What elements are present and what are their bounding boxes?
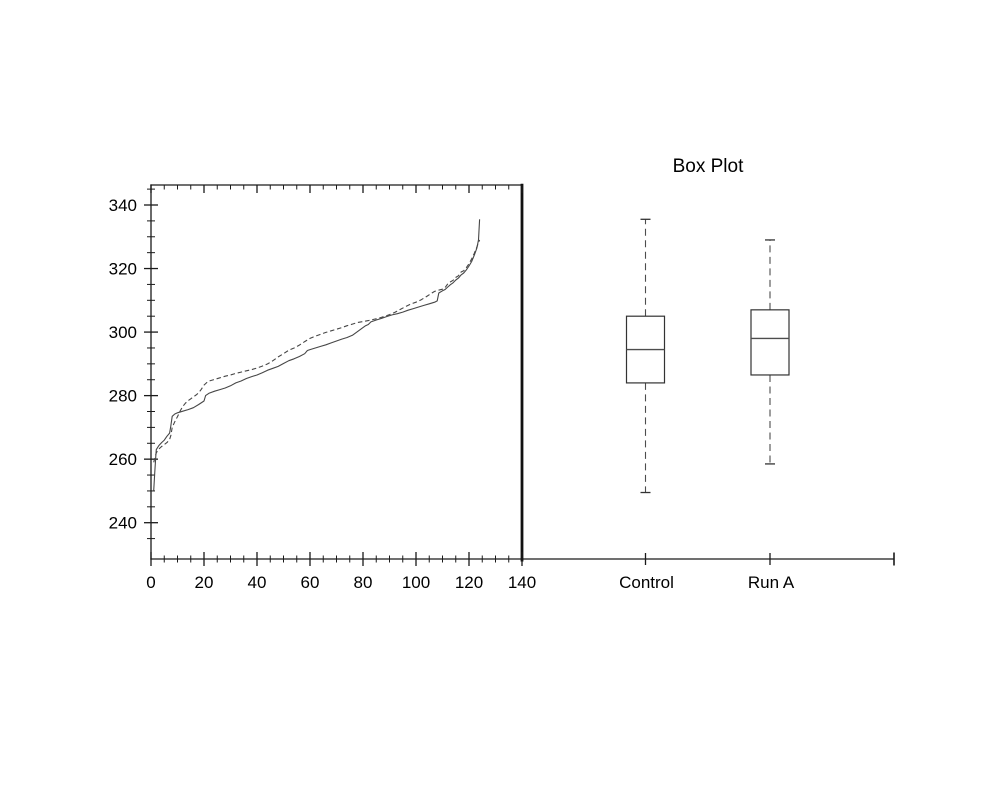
x-tick-label: 60 [301,573,320,592]
x-tick-label: 140 [508,573,536,592]
y-tick-label: 300 [109,323,137,342]
x-tick-label: 120 [455,573,483,592]
x-tick-label: 40 [248,573,267,592]
x-tick-label: 20 [195,573,214,592]
y-tick-label: 280 [109,387,137,406]
boxplot-title: Box Plot [672,156,744,177]
boxplot-control [625,218,666,494]
y-tick-label: 340 [109,196,137,215]
category-label: Control [619,573,674,592]
category-label: Run A [748,573,795,592]
x-tick-label: 0 [146,573,155,592]
x-tick-label: 100 [402,573,430,592]
line-plot: 240 260 280 300 320 340 0 20 40 60 80 100 120 140 [109,183,894,592]
y-tick-label: 260 [109,450,137,469]
y-tick-label: 240 [109,514,137,533]
series-control [153,219,481,491]
x-tick-label: 80 [354,573,373,592]
box-plot: Control Run A [619,218,895,592]
iqr-box [750,309,790,376]
boxplot-run-a [750,239,790,465]
y-tick-label: 320 [109,260,137,279]
series-run-a [153,239,481,463]
